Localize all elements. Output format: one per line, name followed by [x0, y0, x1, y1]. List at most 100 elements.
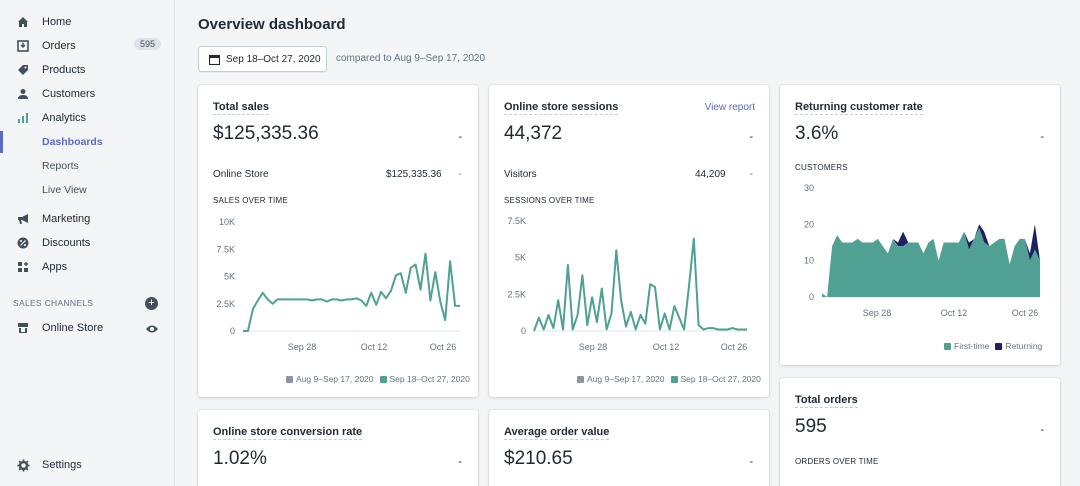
- apps-icon: [16, 260, 30, 274]
- add-sales-channel-button[interactable]: +: [145, 297, 158, 310]
- card-change: -: [749, 131, 753, 143]
- x-tick-label: Sep 28: [863, 308, 892, 318]
- card-value: 3.6%: [795, 123, 839, 144]
- y-tick-label: 30: [804, 183, 814, 193]
- sessions-card: Online store sessions View report 44,372…: [489, 85, 769, 397]
- sidebar-item-analytics[interactable]: Analytics: [0, 107, 175, 129]
- sidebar-item-settings[interactable]: Settings: [0, 454, 175, 476]
- card-title[interactable]: Total sales: [213, 101, 270, 115]
- discount-icon: [16, 236, 30, 250]
- card-change: -: [458, 456, 462, 468]
- series-line: [533, 237, 747, 332]
- view-report-link[interactable]: View report: [704, 102, 755, 113]
- sales-chart: 0 2.5K 5K 7.5K 10K Sep 28 Oct 12 Oct 26: [216, 217, 460, 352]
- legend-label: Sep 18–Oct 27, 2020: [389, 374, 470, 384]
- chart-legend: Aug 9–Sep 17, 2020 Sep 18–Oct 27, 2020: [571, 374, 761, 384]
- tag-icon: [16, 63, 30, 77]
- breakdown-change: -: [749, 169, 753, 180]
- sidebar-item-discounts[interactable]: Discounts: [0, 232, 175, 254]
- total-sales-card: Total sales $125,335.36 - Online Store $…: [198, 85, 478, 397]
- bar-chart-icon: [16, 111, 30, 125]
- legend-curr: Sep 18–Oct 27, 2020: [670, 374, 761, 384]
- chart-header: ORDERS OVER TIME: [795, 457, 879, 466]
- view-store-eye-icon[interactable]: [145, 322, 159, 336]
- legend-label: Sep 18–Oct 27, 2020: [680, 374, 761, 384]
- legend-first-time: First-time: [944, 341, 989, 351]
- x-tick-label: Sep 28: [288, 342, 317, 352]
- returning-customer-card: Returning customer rate 3.6% - CUSTOMERS…: [780, 85, 1060, 365]
- card-title[interactable]: Online store conversion rate: [213, 426, 363, 440]
- customers-chart: 0 10 20 30 Sep 28 Oct 12 Oct 26: [804, 183, 1040, 318]
- legend-prev: Aug 9–Sep 17, 2020: [286, 374, 374, 384]
- sidebar-item-products[interactable]: Products: [0, 59, 175, 81]
- x-tick-label: Oct 12: [361, 342, 388, 352]
- y-tick-label: 2.5K: [507, 289, 526, 299]
- sidebar-item-apps[interactable]: Apps: [0, 256, 175, 278]
- y-tick-label: 20: [804, 219, 814, 229]
- legend-swatch: [944, 342, 951, 350]
- date-range-label: Sep 18–Oct 27, 2020: [226, 53, 321, 65]
- x-tick-label: Oct 26: [721, 342, 748, 352]
- sidebar: Home Orders 595 Products Customers Analy…: [0, 0, 175, 486]
- series-line: [243, 252, 460, 332]
- sidebar-item-marketing[interactable]: Marketing: [0, 208, 175, 230]
- legend-swatch: [286, 375, 293, 383]
- card-change: -: [749, 456, 753, 468]
- orders-icon: [16, 39, 30, 53]
- y-tick-label: 0: [521, 326, 526, 336]
- calendar-icon: [209, 54, 220, 65]
- first-time-area: [822, 228, 1040, 297]
- sessions-chart: 0 2.5K 5K 7.5K Sep 28 Oct 12 Oct 26: [507, 216, 748, 352]
- legend-swatch: [995, 342, 1003, 350]
- returning-area: [822, 224, 1040, 297]
- gear-icon: [16, 458, 30, 472]
- megaphone-icon: [16, 212, 30, 226]
- breakdown-value: 44,209: [695, 169, 726, 180]
- breakdown-label: Visitors: [504, 169, 537, 180]
- card-title[interactable]: Total orders: [795, 394, 858, 408]
- sidebar-item-customers[interactable]: Customers: [0, 83, 175, 105]
- legend-prev: Aug 9–Sep 17, 2020: [577, 374, 665, 384]
- x-tick-label: Oct 26: [430, 342, 457, 352]
- active-indicator: [0, 131, 3, 153]
- y-tick-label: 0: [230, 326, 235, 336]
- legend-swatch: [577, 375, 584, 383]
- x-tick-label: Oct 12: [941, 308, 968, 318]
- card-change: -: [1040, 424, 1044, 436]
- legend-swatch: [670, 375, 678, 383]
- sidebar-item-home[interactable]: Home: [0, 11, 175, 33]
- person-icon: [16, 87, 30, 101]
- sidebar-subitem-live-view[interactable]: Live View: [42, 184, 87, 196]
- compare-text: compared to Aug 9–Sep 17, 2020: [336, 53, 486, 64]
- x-tick-label: Oct 26: [1012, 308, 1039, 318]
- sidebar-item-online-store[interactable]: Online Store: [0, 317, 175, 339]
- page-title: Overview dashboard: [198, 16, 346, 33]
- legend-label: Aug 9–Sep 17, 2020: [587, 374, 665, 384]
- store-icon: [16, 321, 30, 335]
- legend-label: Returning: [1005, 341, 1043, 351]
- y-tick-label: 2.5K: [216, 299, 235, 309]
- chart-legend: Aug 9–Sep 17, 2020 Sep 18–Oct 27, 2020: [280, 374, 470, 384]
- legend-swatch: [379, 375, 387, 383]
- card-title[interactable]: Online store sessions: [504, 101, 619, 115]
- card-title[interactable]: Returning customer rate: [795, 101, 923, 115]
- y-tick-label: 7.5K: [507, 216, 526, 226]
- x-tick-label: Sep 28: [579, 342, 608, 352]
- sidebar-subitem-reports[interactable]: Reports: [42, 160, 79, 172]
- y-tick-label: 7.5K: [216, 244, 235, 254]
- legend-label: Aug 9–Sep 17, 2020: [296, 374, 374, 384]
- legend-label: First-time: [954, 341, 990, 351]
- card-title[interactable]: Average order value: [504, 426, 610, 440]
- sidebar-item-label: Marketing: [42, 213, 91, 225]
- y-tick-label: 10K: [219, 217, 235, 227]
- sidebar-item-label: Settings: [42, 459, 82, 471]
- sidebar-subitem-dashboards[interactable]: Dashboards: [42, 136, 103, 148]
- y-tick-label: 0: [809, 292, 814, 302]
- sidebar-item-orders[interactable]: Orders 595: [0, 35, 175, 57]
- y-tick-label: 5K: [515, 253, 526, 263]
- chart-header: SESSIONS OVER TIME: [504, 196, 595, 205]
- average-order-value-card: Average order value $210.65 -: [489, 410, 769, 486]
- conversion-rate-card: Online store conversion rate 1.02% -: [198, 410, 478, 486]
- sidebar-item-label: Orders: [42, 40, 76, 52]
- date-range-button[interactable]: Sep 18–Oct 27, 2020: [198, 46, 327, 72]
